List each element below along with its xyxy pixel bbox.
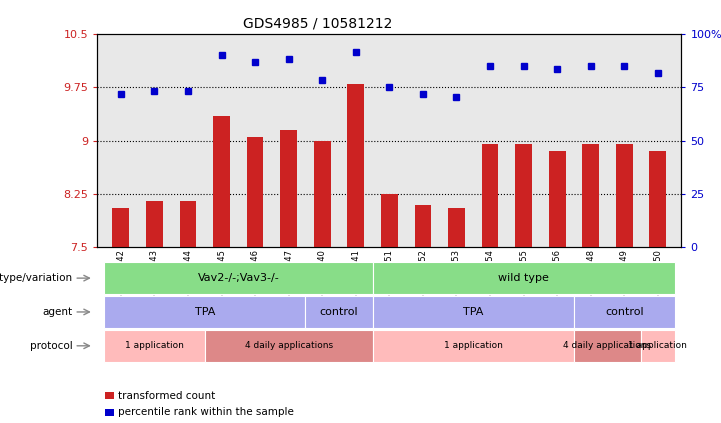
Bar — [348, 84, 364, 423]
Text: TPA: TPA — [463, 307, 484, 317]
Bar — [482, 144, 498, 423]
Text: GDS4985 / 10581212: GDS4985 / 10581212 — [242, 17, 392, 31]
Bar — [280, 130, 297, 423]
Bar — [549, 151, 565, 423]
Bar — [381, 194, 398, 423]
Bar — [146, 201, 163, 423]
Text: 1 application: 1 application — [444, 341, 503, 350]
Text: control: control — [605, 307, 644, 317]
Text: TPA: TPA — [195, 307, 215, 317]
Text: wild type: wild type — [498, 273, 549, 283]
Text: 4 daily applications: 4 daily applications — [244, 341, 332, 350]
Bar — [583, 144, 599, 423]
Text: protocol: protocol — [30, 341, 73, 351]
Bar — [105, 392, 114, 399]
Text: transformed count: transformed count — [118, 390, 215, 401]
Text: agent: agent — [43, 307, 73, 317]
Bar — [650, 151, 666, 423]
Bar — [180, 201, 196, 423]
Bar — [616, 144, 633, 423]
Bar — [112, 208, 129, 423]
Bar — [314, 141, 331, 423]
Bar — [415, 205, 431, 423]
Text: control: control — [319, 307, 358, 317]
Text: 1 application: 1 application — [629, 341, 687, 350]
Bar — [247, 137, 263, 423]
Text: 4 daily applications: 4 daily applications — [563, 341, 652, 350]
Text: genotype/variation: genotype/variation — [0, 273, 73, 283]
Bar — [516, 144, 532, 423]
Bar — [448, 208, 465, 423]
Text: Vav2-/-;Vav3-/-: Vav2-/-;Vav3-/- — [198, 273, 279, 283]
Bar — [105, 409, 114, 416]
Text: 1 application: 1 application — [125, 341, 184, 350]
Bar — [213, 116, 230, 423]
Text: percentile rank within the sample: percentile rank within the sample — [118, 407, 293, 418]
